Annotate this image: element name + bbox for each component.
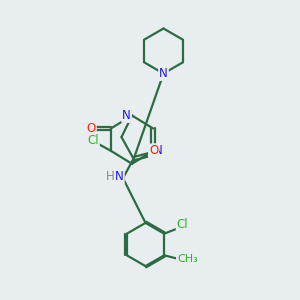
Text: O: O — [87, 122, 96, 135]
Text: N: N — [159, 67, 168, 80]
Text: N: N — [115, 170, 124, 183]
Text: N: N — [122, 109, 131, 122]
Text: O: O — [149, 144, 158, 158]
Text: H: H — [106, 170, 115, 183]
Text: Cl: Cl — [87, 134, 99, 147]
Text: Cl: Cl — [177, 218, 188, 231]
Text: CH₃: CH₃ — [177, 254, 198, 264]
Text: N: N — [154, 144, 163, 158]
